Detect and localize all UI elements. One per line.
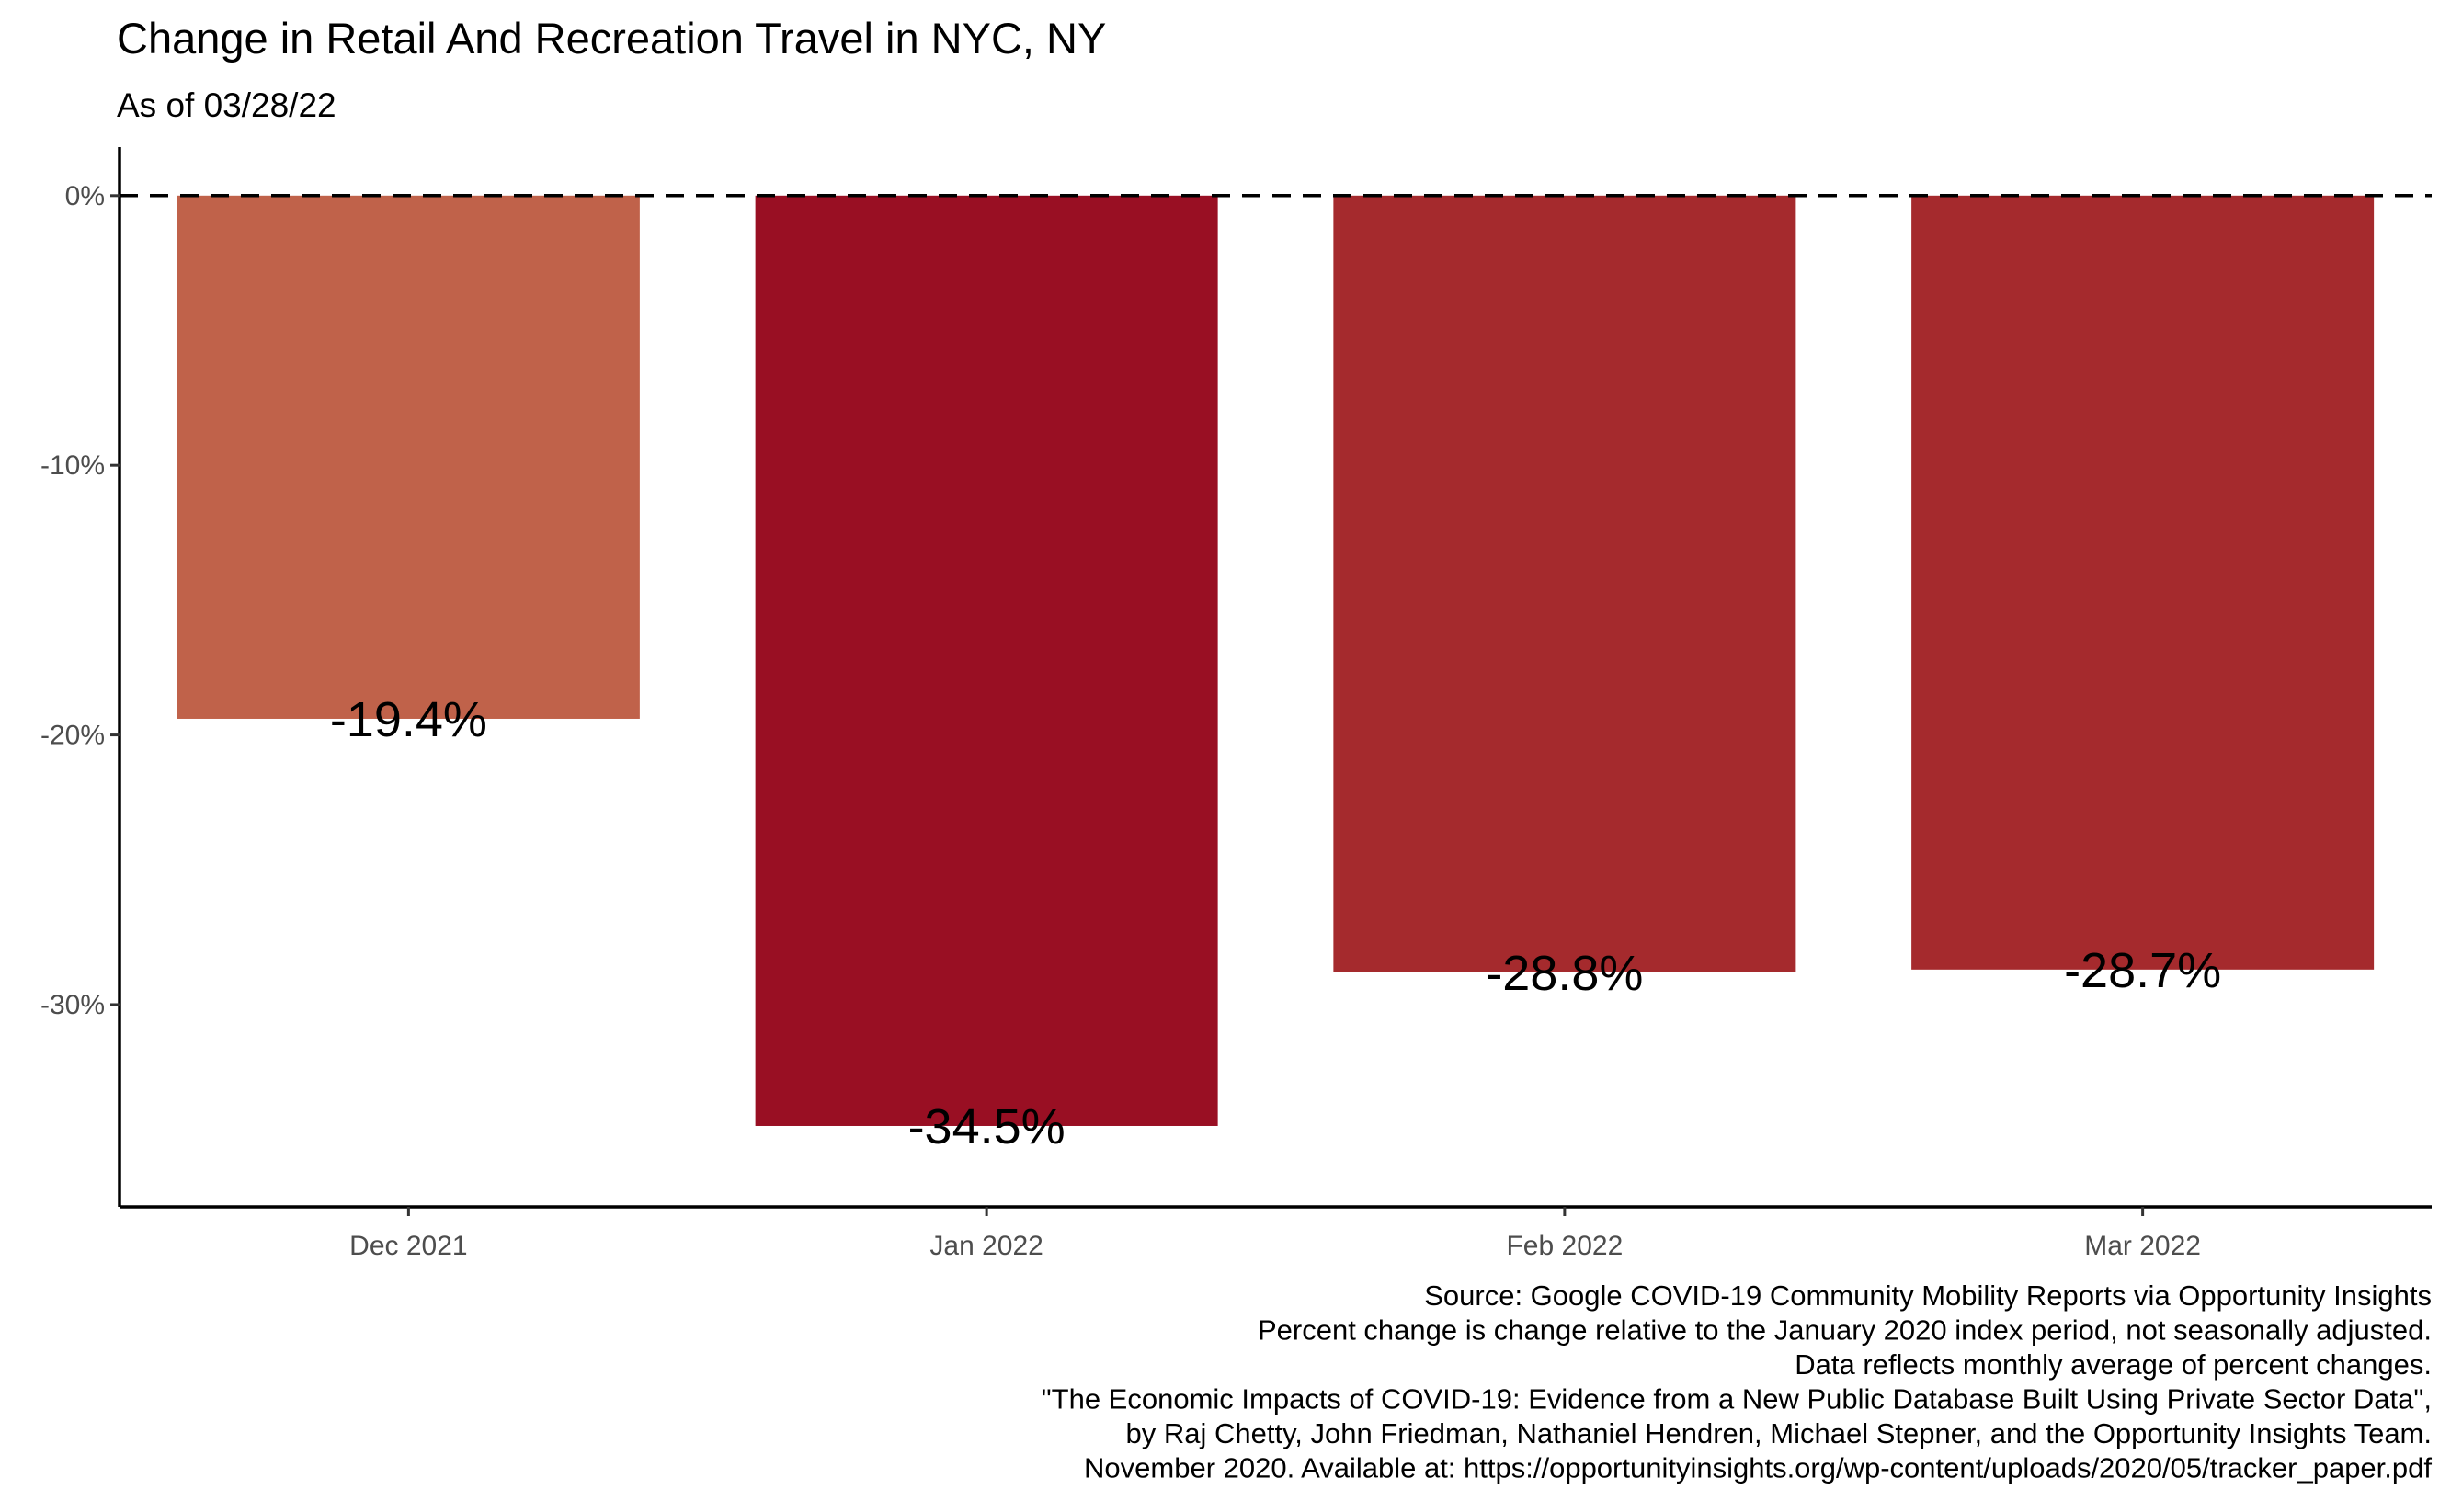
- chart-subtitle: As of 03/28/22: [117, 86, 336, 124]
- bars-group: [177, 195, 2375, 1126]
- chart-title: Change in Retail And Recreation Travel i…: [117, 14, 1106, 63]
- y-tick-label: -30%: [40, 990, 105, 1020]
- y-axis: 0% -10% -20% -30%: [40, 181, 120, 1020]
- data-label: -28.8%: [1486, 946, 1643, 1001]
- y-tick-label: 0%: [65, 181, 105, 211]
- x-tick-label: Dec 2021: [349, 1231, 467, 1261]
- caption-line: by Raj Chetty, John Friedman, Nathaniel …: [1126, 1417, 2432, 1449]
- data-label: -34.5%: [908, 1099, 1066, 1154]
- x-tick-label: Jan 2022: [929, 1231, 1043, 1261]
- caption-line: Percent change is change relative to the…: [1258, 1314, 2432, 1347]
- bar-dec-2021: [177, 195, 640, 719]
- bar-feb-2022: [1333, 195, 1796, 972]
- caption-line: Source: Google COVID-19 Community Mobili…: [1424, 1279, 2432, 1312]
- bar-jan-2022: [755, 195, 1218, 1126]
- x-tick-label: Mar 2022: [2084, 1231, 2201, 1261]
- caption-line: Data reflects monthly average of percent…: [1795, 1348, 2432, 1381]
- x-axis: Dec 2021 Jan 2022 Feb 2022 Mar 2022: [349, 1207, 2201, 1261]
- bar-mar-2022: [1911, 195, 2375, 970]
- caption-line: "The Economic Impacts of COVID-19: Evide…: [1042, 1383, 2432, 1415]
- caption-line: November 2020. Available at: https://opp…: [1084, 1452, 2432, 1484]
- x-tick-label: Feb 2022: [1506, 1231, 1623, 1261]
- data-label: -19.4%: [330, 692, 487, 747]
- chart-caption: Source: Google COVID-19 Community Mobili…: [1042, 1279, 2433, 1484]
- data-labels-group: -19.4% -34.5% -28.8% -28.7%: [330, 692, 2221, 1154]
- data-label: -28.7%: [2064, 943, 2221, 998]
- y-tick-label: -20%: [40, 721, 105, 751]
- y-tick-label: -10%: [40, 450, 105, 481]
